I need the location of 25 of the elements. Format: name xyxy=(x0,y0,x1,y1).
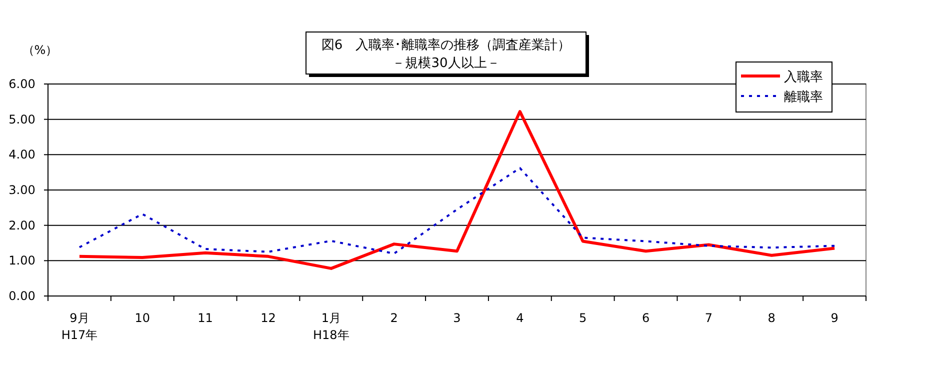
x-tick-label: 1月 H18年 xyxy=(313,311,350,342)
x-tick-label: 2 xyxy=(390,311,398,325)
x-tick-label: 4 xyxy=(516,311,524,325)
chart-title: 図6 入職率･離職率の推移（調査産業計） xyxy=(321,37,571,53)
y-tick-label: 2.00 xyxy=(8,218,36,232)
y-tick-label: 0.00 xyxy=(8,289,36,303)
x-tick-label: 9月 H17年 xyxy=(61,311,98,342)
x-tick-label: 9 xyxy=(830,311,838,325)
x-tick-label: 12 xyxy=(260,311,276,325)
x-tick-label: 8 xyxy=(768,311,776,325)
x-tick-label: 7 xyxy=(704,311,713,325)
y-tick-label: 5.00 xyxy=(8,112,36,126)
y-tick-label: 3.00 xyxy=(8,183,36,197)
chart-subtitle: －規模30人以上－ xyxy=(392,56,500,71)
x-tick-label: 3 xyxy=(453,311,461,325)
x-tick-label: 10 xyxy=(134,311,150,325)
x-tick-label: 11 xyxy=(198,311,213,325)
legend-label: 離職率 xyxy=(784,89,823,105)
x-tick-label: 6 xyxy=(642,311,650,325)
legend-label: 入職率 xyxy=(784,69,823,85)
y-tick-label: 6.00 xyxy=(8,77,36,91)
y-axis-title: （%） xyxy=(22,43,58,57)
y-tick-label: 4.00 xyxy=(8,148,36,162)
y-tick-label: 1.00 xyxy=(8,254,36,268)
x-tick-label: 5 xyxy=(579,311,587,325)
